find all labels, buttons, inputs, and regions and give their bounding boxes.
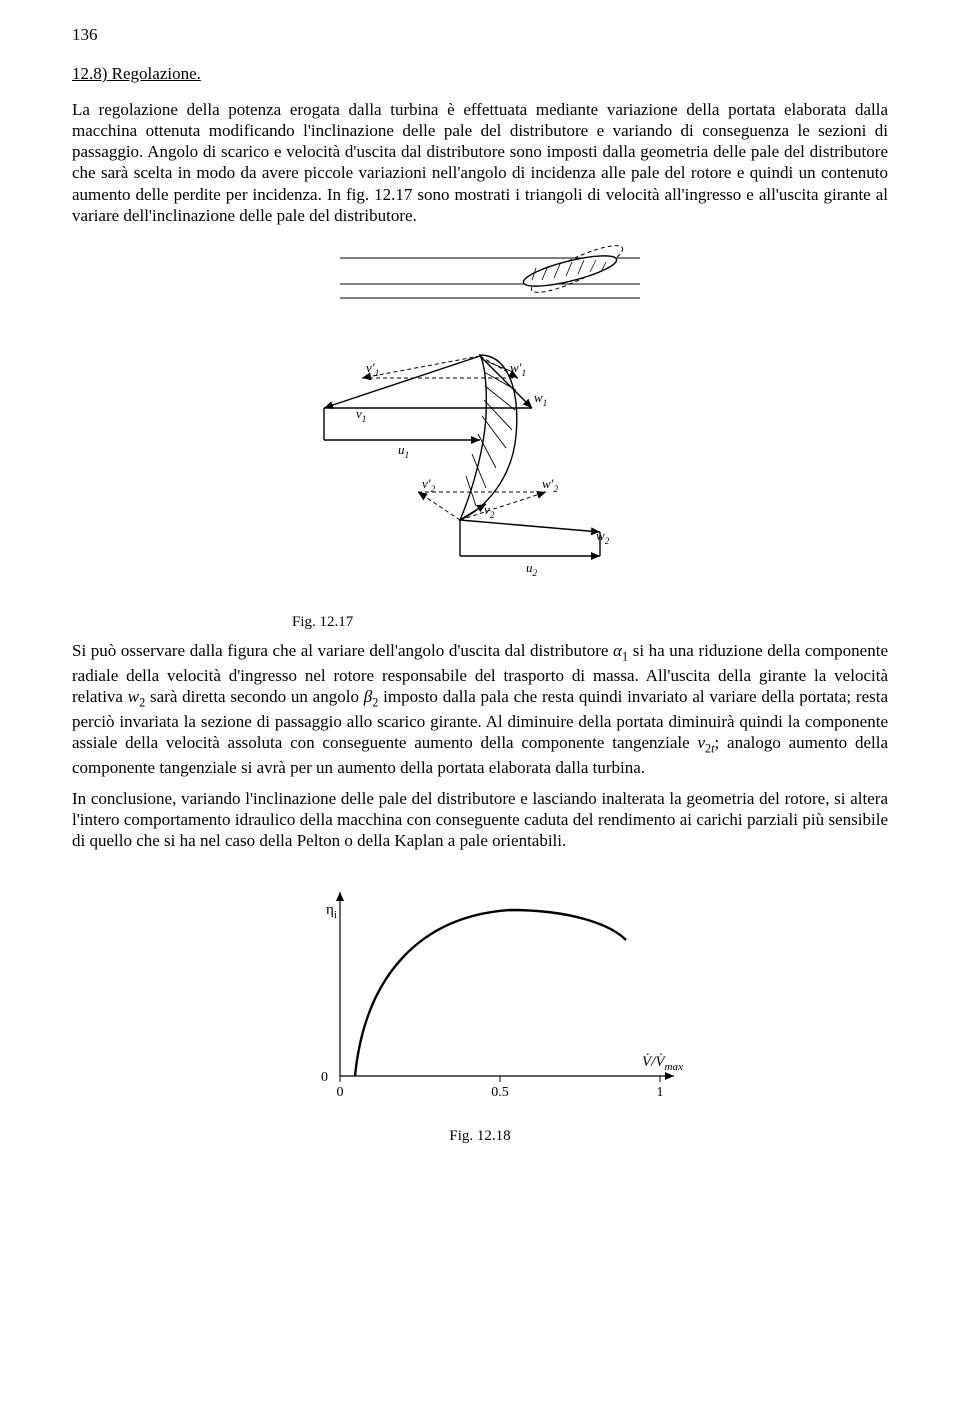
figure-12-18-caption: Fig. 12.18 xyxy=(72,1127,888,1146)
paragraph-1: La regolazione della potenza erogata dal… xyxy=(72,99,888,227)
figure-12-18: 0 0.5 1 0 ηi V̇/V̇max xyxy=(72,866,888,1121)
figure-12-17: v′1w′1w1v1u1v′2w′2v2w2u2 xyxy=(72,240,888,605)
paragraph-2: Si può osservare dalla figura che al var… xyxy=(72,640,888,778)
svg-text:0: 0 xyxy=(337,1085,344,1100)
velocity-triangles-diagram: v′1w′1w1v1u1v′2w′2v2w2u2 xyxy=(270,240,690,600)
paragraph-3: In conclusione, variando l'inclinazione … xyxy=(72,788,888,852)
page-number: 136 xyxy=(72,24,888,45)
svg-text:0: 0 xyxy=(321,1070,328,1085)
svg-text:ηi: ηi xyxy=(326,902,337,921)
svg-text:0.5: 0.5 xyxy=(491,1085,509,1100)
svg-text:u2: u2 xyxy=(526,560,538,579)
svg-text:w1: w1 xyxy=(534,390,547,409)
svg-text:v1: v1 xyxy=(356,406,366,425)
svg-text:w2: w2 xyxy=(596,528,610,547)
efficiency-curve-chart: 0 0.5 1 0 ηi V̇/V̇max xyxy=(270,866,690,1116)
figure-12-17-caption: Fig. 12.17 xyxy=(292,613,888,632)
svg-text:u1: u1 xyxy=(398,442,409,461)
svg-text:1: 1 xyxy=(657,1085,664,1100)
svg-text:v2: v2 xyxy=(484,502,495,521)
section-heading: 12.8) Regolazione. xyxy=(72,63,888,84)
svg-text:V̇/V̇max: V̇/V̇max xyxy=(642,1053,683,1072)
